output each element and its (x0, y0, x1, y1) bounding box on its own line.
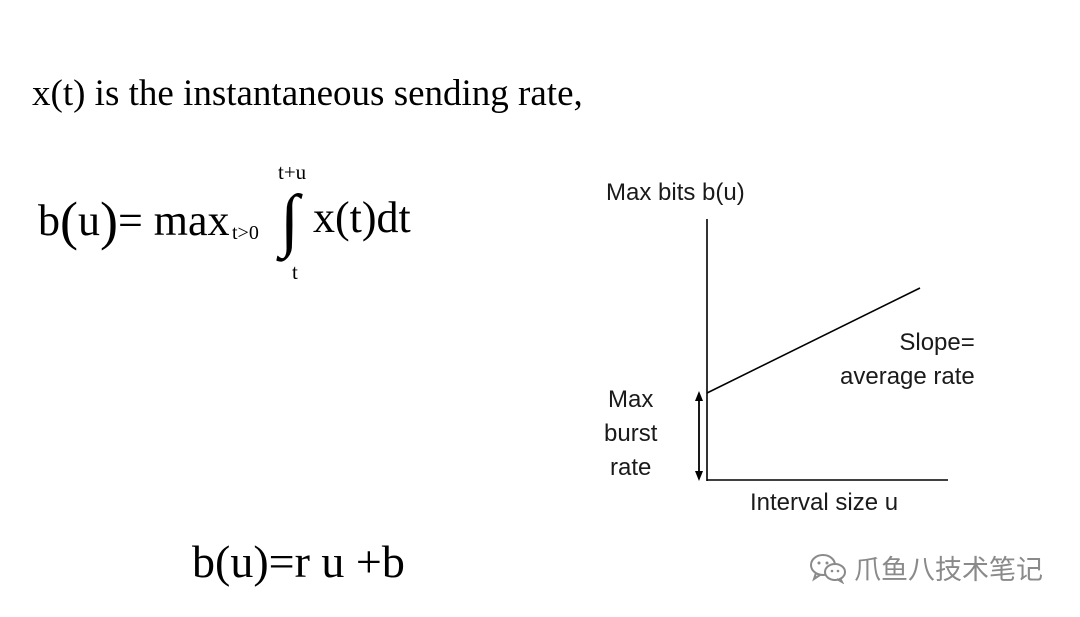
linear-equation: b(u)=r u +b (192, 536, 405, 587)
equation-subscript: t>0 (232, 222, 259, 244)
burst-label: Max burst rate (604, 383, 657, 485)
slope-label-line: Slope= (899, 329, 975, 356)
slope-label-line: average rate (840, 363, 975, 390)
equation-equals-max: = max (117, 196, 230, 245)
integrand: x(t)dt (313, 193, 411, 242)
rate-line (706, 287, 921, 394)
watermark: 爪鱼八技术笔记 (808, 548, 1043, 587)
x-axis-label: Interval size u (750, 489, 899, 516)
equation-lhs: b(u)= max (38, 191, 230, 251)
burst-arrow-head-up (695, 391, 703, 401)
burst-label-line: rate (610, 454, 652, 481)
slope-label: Slope= average rate (840, 326, 975, 394)
integral-lower-limit: t (292, 260, 298, 284)
burst-arrow-head-down (695, 471, 703, 481)
burst-label-line: Max (608, 386, 654, 413)
equation-lhs-name: b (38, 196, 60, 245)
integral-sign: ∫ (280, 182, 300, 259)
wechat-icon (810, 553, 846, 584)
burst-label-line: burst (604, 420, 658, 447)
intro-text: x(t) is the instantaneous sending rate, (32, 73, 583, 114)
watermark-text: 爪鱼八技术笔记 (854, 555, 1043, 585)
equation-lhs-arg: u (77, 196, 100, 245)
y-axis-label: Max bits b(u) (606, 179, 745, 206)
integral-upper-limit: t+u (278, 160, 307, 184)
